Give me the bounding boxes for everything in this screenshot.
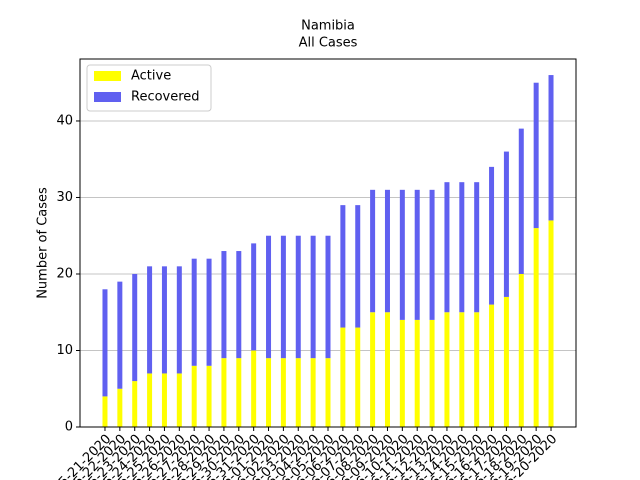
y-tick-label: 0 (65, 420, 73, 435)
y-axis-label: Number of Cases (36, 187, 51, 299)
y-tick-label: 40 (56, 113, 73, 128)
bar-segment (518, 273, 524, 427)
bar-segment (340, 205, 346, 328)
bar-segment (176, 266, 182, 374)
legend-label: Recovered (131, 90, 200, 105)
bar-segment (236, 358, 242, 427)
bar-segment (533, 228, 539, 427)
bar-segment (489, 166, 495, 305)
bar-segment (161, 373, 167, 427)
bar-segment (533, 82, 539, 229)
bar-segment (251, 243, 257, 351)
legend-swatch (94, 92, 121, 102)
bar-segment (295, 358, 301, 427)
bar-segment (102, 289, 108, 397)
bar-segment (221, 251, 227, 359)
bar-segment (191, 365, 197, 427)
bar-segment (414, 189, 420, 320)
bar-segment (459, 312, 465, 427)
bar-segment (117, 281, 123, 389)
bar-segment (414, 319, 420, 427)
bar-segment (266, 235, 272, 359)
bar-segment (340, 327, 346, 427)
bar-segment (399, 319, 405, 427)
legend-swatch (94, 71, 121, 81)
y-tick-label: 20 (56, 266, 73, 281)
bar-segment (370, 312, 376, 427)
bar-segment (266, 358, 272, 427)
bar-segment (206, 258, 212, 366)
bar-segment (310, 235, 316, 359)
y-tick-label: 30 (56, 190, 73, 205)
bar-segment (132, 381, 138, 427)
bar-segment (548, 75, 554, 221)
bar-segment (384, 312, 390, 427)
bar-segment (474, 312, 480, 427)
bar-segment (191, 258, 197, 366)
bar-segment (384, 189, 390, 313)
y-tick-label: 10 (56, 343, 73, 358)
bar-segment (325, 358, 331, 427)
bar-segment (548, 220, 554, 427)
chart-title: Namibia (301, 19, 355, 34)
bar-segment (295, 235, 301, 359)
bar-segment (117, 388, 123, 427)
bar-segment (280, 235, 286, 359)
bar-segment (251, 350, 257, 427)
bar-segment (236, 251, 242, 359)
bar-segment (355, 327, 361, 427)
bar-segment (429, 319, 435, 427)
bar-segment (489, 304, 495, 427)
bar-segment (355, 205, 361, 328)
bar-segment (280, 358, 286, 427)
bar-segment (310, 358, 316, 427)
bar-segment (518, 128, 524, 274)
bar-segment (132, 273, 138, 382)
bar-segment (206, 365, 212, 427)
bar-segment (176, 373, 182, 427)
bar-segment (429, 189, 435, 320)
bar-segment (147, 373, 153, 427)
bar-segment (503, 151, 509, 297)
bar-segment (370, 189, 376, 313)
legend-label: Active (131, 69, 171, 84)
bar-segment (503, 296, 509, 427)
bar-segment (221, 358, 227, 427)
bar-segment (459, 182, 465, 313)
legend: Active Recovered (86, 64, 212, 112)
chart-subtitle: All Cases (299, 36, 358, 51)
bar-segment (444, 182, 450, 313)
bar-segment (399, 189, 405, 320)
bar-segment (474, 182, 480, 313)
plot-frame (79, 58, 577, 428)
bar-segment (444, 312, 450, 427)
bar-segment (325, 235, 331, 359)
bar-segment (102, 396, 108, 427)
bar-segment (147, 266, 153, 374)
bar-segment (161, 266, 167, 374)
